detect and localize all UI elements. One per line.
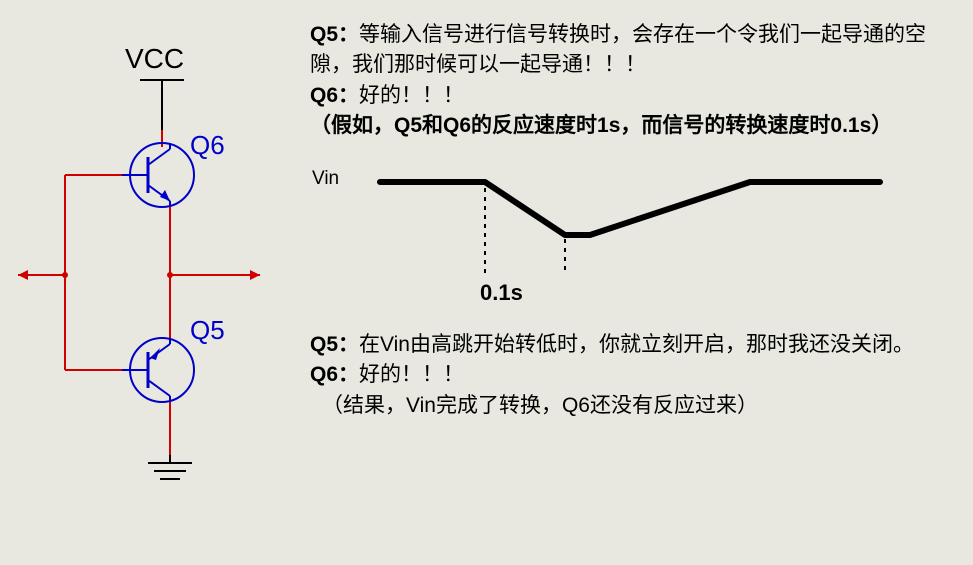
assumption-note: （假如，Q5和Q6的反应速度时1s，而信号的转换速度时0.1s） — [310, 111, 943, 141]
waveform-chart: Vin 0.1s — [310, 160, 910, 310]
upper-dialogue: Q5：等输入信号进行信号转换时，会存在一个令我们一起导通的空隙，我们那时候可以一… — [310, 20, 943, 142]
circuit-diagram: VCC Q6 Q5 — [0, 0, 300, 565]
q6-line-2: Q6：好的！！！ — [310, 360, 943, 390]
explanation-text: Q5：等输入信号进行信号转换时，会存在一个令我们一起导通的空隙，我们那时候可以一… — [300, 0, 973, 565]
q5-line-1: Q5：等输入信号进行信号转换时，会存在一个令我们一起导通的空隙，我们那时候可以一… — [310, 20, 943, 81]
waveform-svg — [310, 160, 910, 310]
q6-line-1: Q6：好的！！！ — [310, 81, 943, 111]
circuit-svg — [0, 0, 300, 560]
lower-dialogue: Q5：在Vin由高跳开始转低时，你就立刻开启，那时我还没关闭。 Q6：好的！！！… — [310, 330, 943, 421]
time-label: 0.1s — [480, 280, 523, 306]
result-note: （结果，Vin完成了转换，Q6还没有反应过来） — [310, 391, 943, 421]
q5-line-2: Q5：在Vin由高跳开始转低时，你就立刻开启，那时我还没关闭。 — [310, 330, 943, 360]
